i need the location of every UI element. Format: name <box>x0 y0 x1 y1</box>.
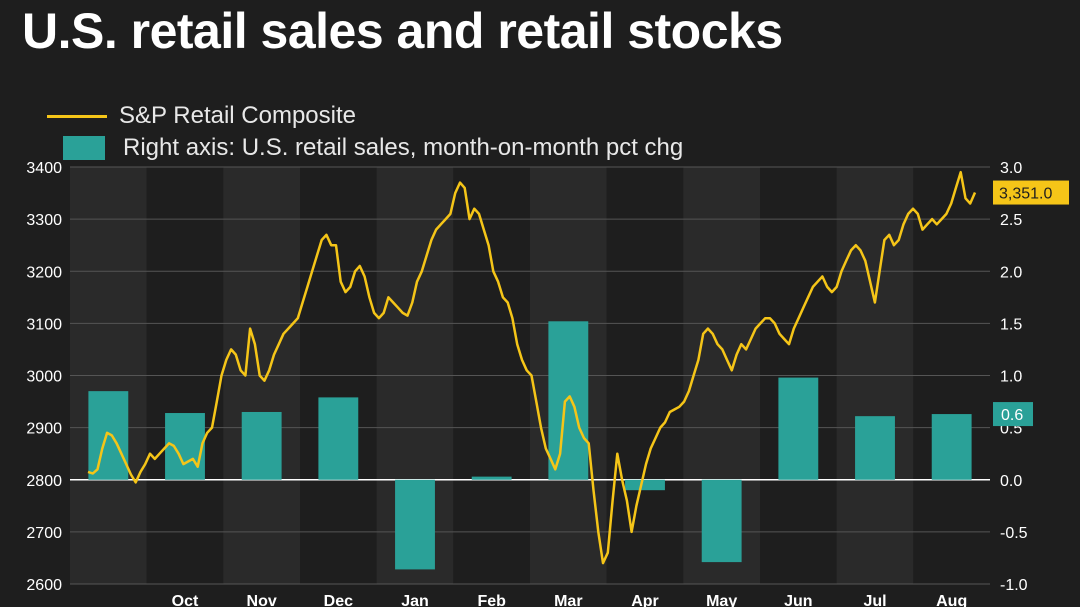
month-label: Apr <box>631 593 659 607</box>
month-label: Jul <box>863 593 886 607</box>
bar <box>548 321 589 480</box>
month-label: Mar <box>554 593 582 607</box>
left-tick-label: 2600 <box>26 577 62 594</box>
chart-title: U.S. retail sales and retail stocks <box>22 3 783 59</box>
bar <box>625 479 665 491</box>
bar-last-value-badge <box>993 402 1033 427</box>
legend-line-label: S&P Retail Composite <box>119 102 356 129</box>
month-label: Oct <box>172 593 199 607</box>
bar <box>471 476 512 480</box>
right-tick-label: -0.5 <box>1000 525 1028 542</box>
bar <box>88 391 129 480</box>
legend: S&P Retail Composite Right axis: U.S. re… <box>47 100 683 164</box>
month-label: Feb <box>477 593 506 607</box>
line-series <box>87 170 977 565</box>
legend-bar-label: Right axis: U.S. retail sales, month-on-… <box>123 134 684 161</box>
bar <box>778 377 819 480</box>
month-label: Jun <box>784 593 812 607</box>
right-tick-label: 3.0 <box>1000 160 1022 177</box>
right-tick-label: -1.0 <box>1000 577 1028 594</box>
right-tick-label: 2.5 <box>1000 212 1022 229</box>
month-label: Aug <box>936 593 967 607</box>
left-tick-label: 3400 <box>26 160 62 177</box>
bar-last-value: 0.6 <box>1001 407 1023 424</box>
bar-swatch-icon <box>63 136 105 160</box>
legend-item-line: S&P Retail Composite <box>47 100 683 132</box>
bar <box>701 479 742 563</box>
left-tick-label: 2900 <box>26 421 62 438</box>
bar <box>165 413 205 480</box>
month-label: Dec <box>324 593 353 607</box>
left-tick-label: 3000 <box>26 369 62 386</box>
left-tick-label: 2700 <box>26 525 62 542</box>
month-label: Nov <box>247 593 277 607</box>
right-tick-label: 1.0 <box>1000 369 1022 386</box>
line-last-value-badge <box>993 180 1069 205</box>
bar <box>931 414 972 480</box>
bar <box>318 397 359 480</box>
legend-item-bar: Right axis: U.S. retail sales, month-on-… <box>55 132 683 164</box>
right-tick-label: 1.5 <box>1000 316 1022 333</box>
bar <box>241 411 282 480</box>
line-swatch-icon <box>47 114 107 118</box>
left-tick-label: 2800 <box>26 473 62 490</box>
bar <box>395 479 435 570</box>
month-label: May <box>706 593 737 607</box>
bar <box>855 416 895 480</box>
right-tick-label: 0.0 <box>1000 473 1022 490</box>
left-tick-label: 3200 <box>26 264 62 281</box>
left-tick-label: 3100 <box>26 316 62 333</box>
left-tick-label: 3300 <box>26 212 62 229</box>
month-label: Jan <box>401 593 429 607</box>
line-last-value: 3,351.0 <box>999 186 1052 203</box>
right-tick-label: 2.0 <box>1000 264 1022 281</box>
